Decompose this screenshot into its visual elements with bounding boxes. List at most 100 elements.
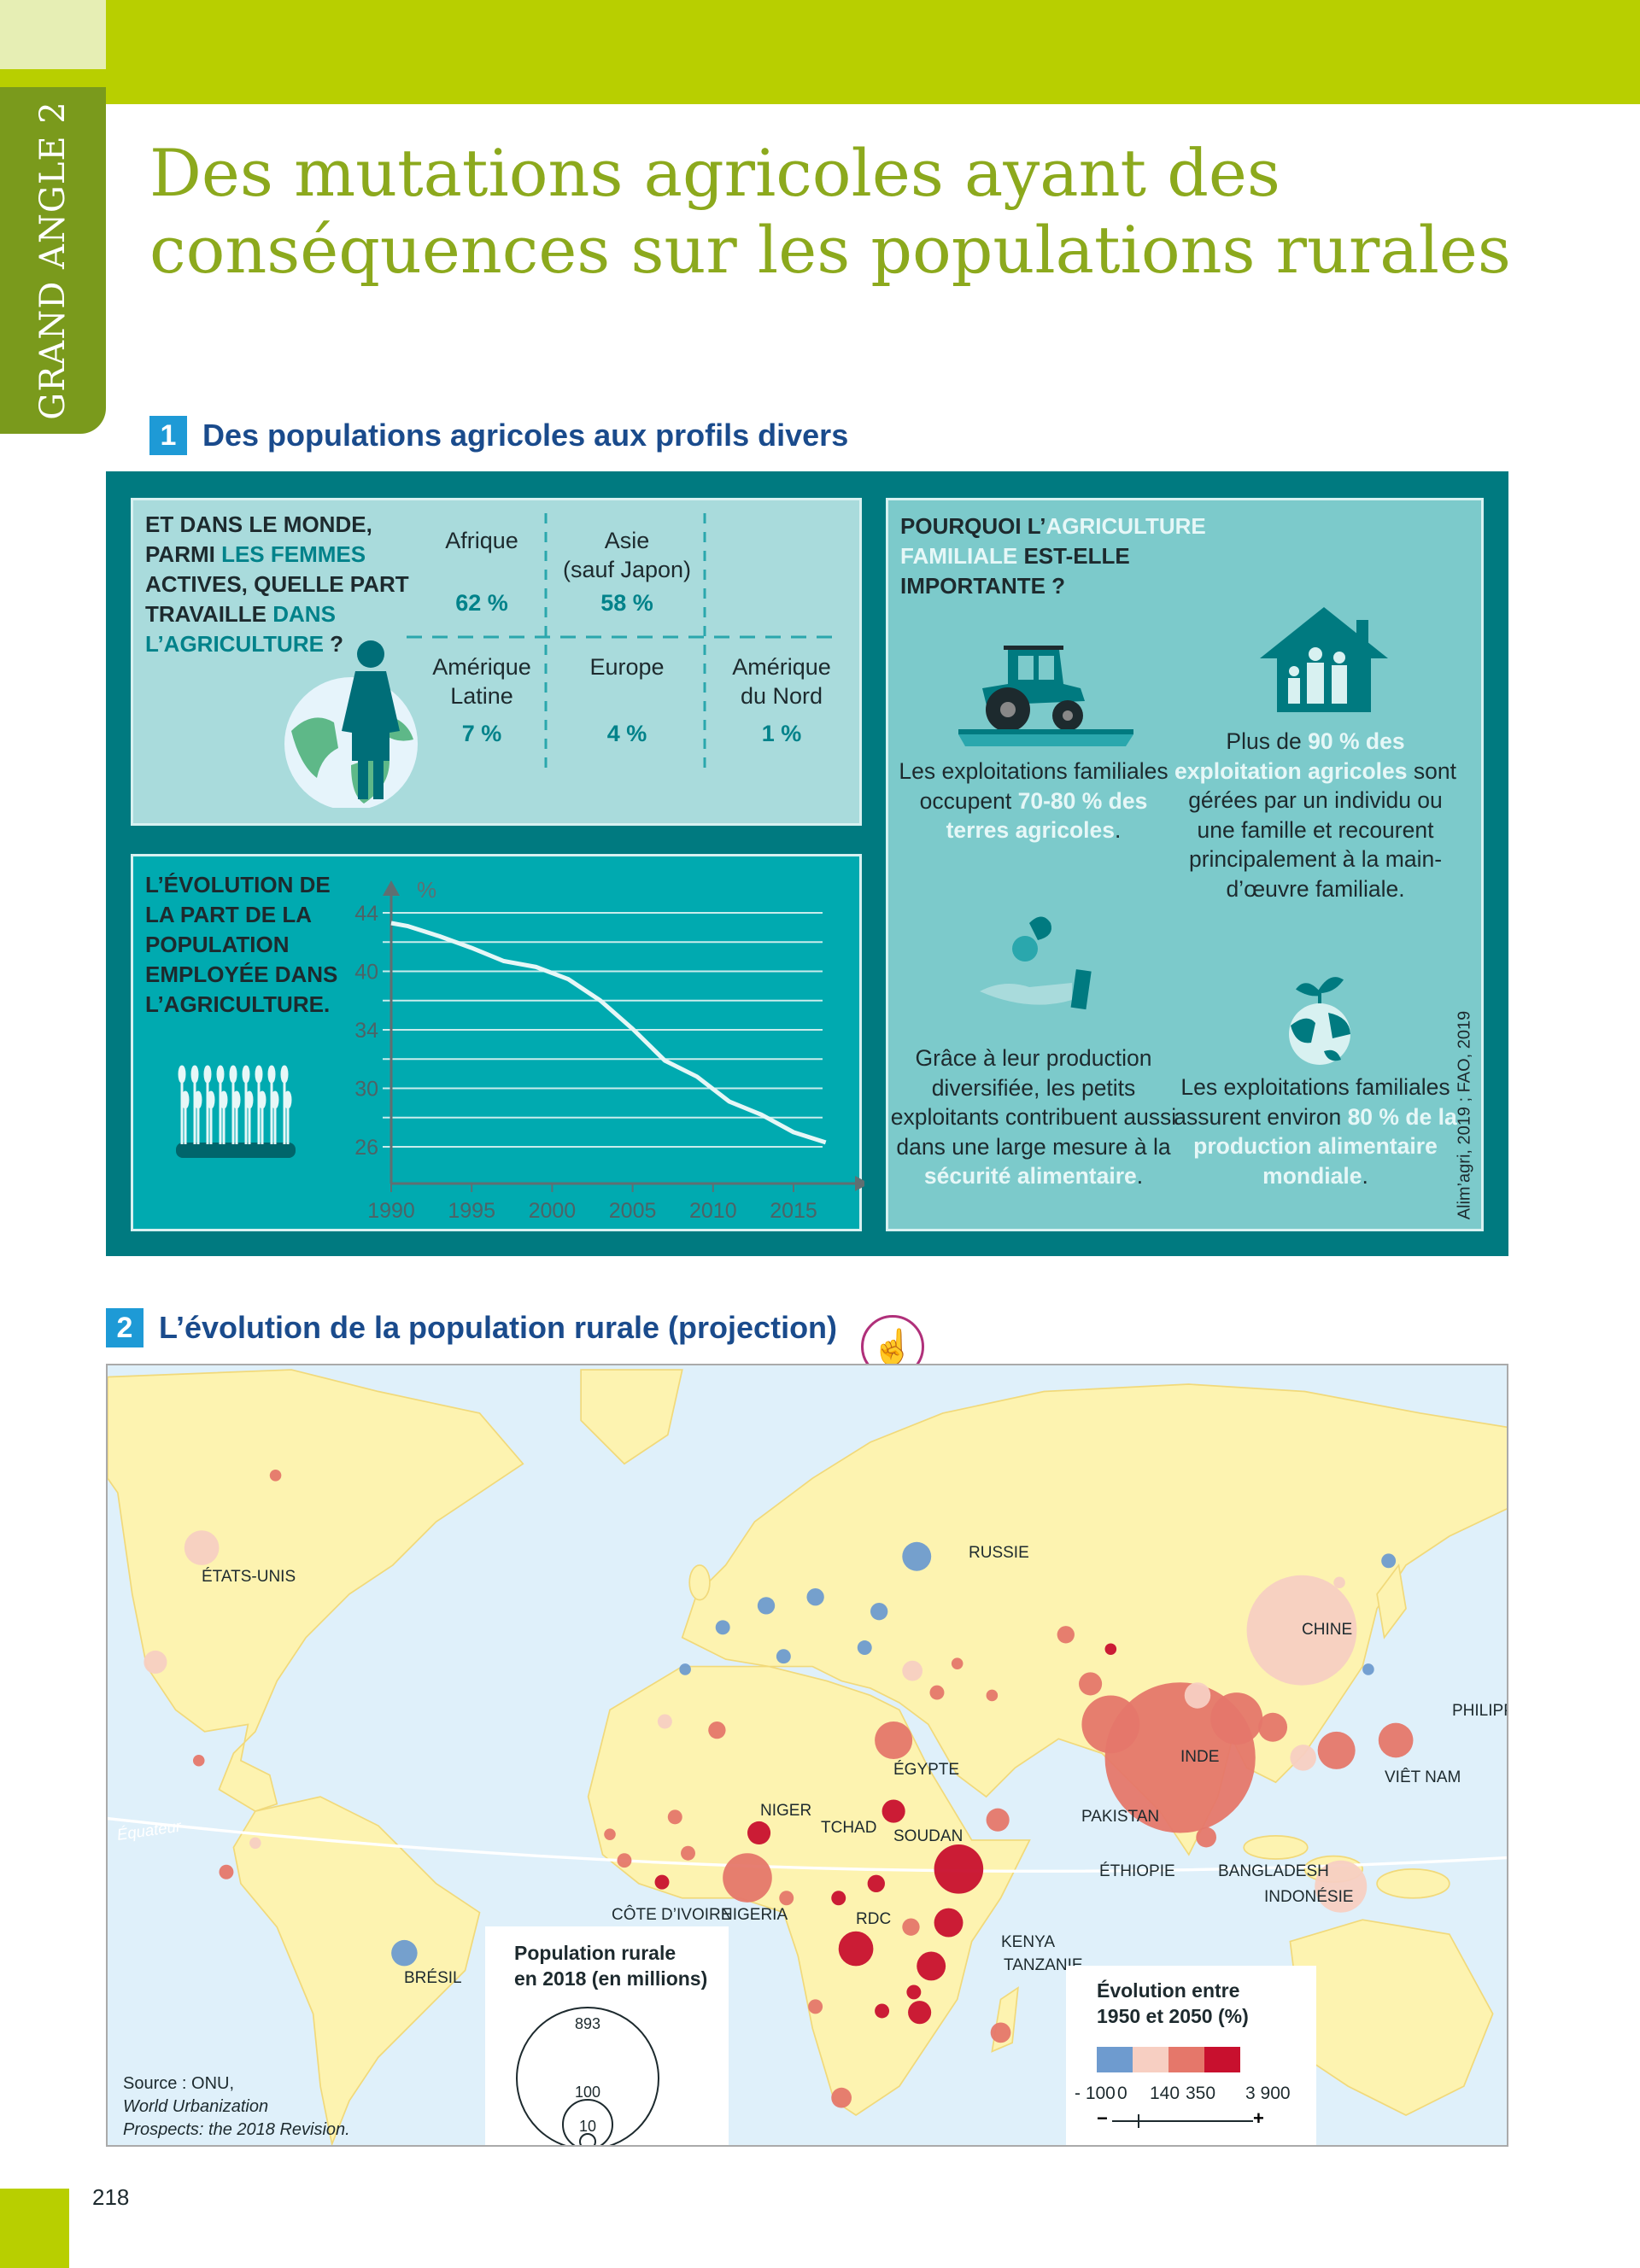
country-bubble[interactable]	[219, 1864, 234, 1879]
country-bubble[interactable]	[990, 2022, 1011, 2043]
country-label: CÔTE D’IVOIRE	[612, 1906, 732, 1924]
country-bubble[interactable]	[1079, 1672, 1103, 1696]
top-corner-square	[0, 0, 106, 69]
top-banner	[0, 0, 1640, 104]
country-bubble[interactable]	[867, 1874, 885, 1892]
country-bubble[interactable]	[870, 1602, 888, 1621]
country-bubble[interactable]	[779, 1891, 794, 1906]
country-bubble[interactable]	[882, 1799, 905, 1823]
great-britain	[688, 1564, 711, 1601]
country-bubble[interactable]	[986, 1689, 999, 1702]
country-bubble[interactable]	[902, 1660, 923, 1681]
region-value: 1 %	[761, 721, 802, 746]
country-bubble[interactable]	[391, 1939, 418, 1967]
country-bubble[interactable]	[1246, 1575, 1357, 1686]
world-map: Équateur ÉTATS-UNISRUSSIECHINEPHILIPPINE…	[106, 1364, 1508, 2147]
country-bubble[interactable]	[1210, 1692, 1263, 1745]
country-bubble[interactable]	[875, 2003, 890, 2019]
country-bubble[interactable]	[184, 1530, 220, 1565]
country-bubble[interactable]	[681, 1845, 695, 1861]
country-bubble[interactable]	[934, 1844, 984, 1894]
country-bubble[interactable]	[617, 1853, 632, 1868]
country-label: BRÉSIL	[404, 1969, 462, 1987]
country-bubble[interactable]	[806, 1588, 824, 1606]
country-bubble[interactable]	[917, 1951, 946, 1981]
country-bubble[interactable]	[875, 1721, 913, 1760]
country-bubble[interactable]	[808, 1999, 823, 2014]
country-bubble[interactable]	[1333, 1576, 1345, 1589]
country-bubble[interactable]	[715, 1620, 730, 1635]
hand-radish-icon	[980, 916, 1092, 1010]
infographic-panel: ET DANS LE MONDE, PARMI LES FEMMES ACTIV…	[106, 471, 1508, 1256]
country-bubble[interactable]	[776, 1649, 791, 1664]
country-bubble[interactable]	[269, 1470, 282, 1482]
source-line: World Urbanization	[123, 2097, 269, 2116]
country-bubble[interactable]	[908, 2001, 932, 2025]
country-bubble[interactable]	[1381, 1553, 1397, 1569]
country-label: INDE	[1180, 1748, 1220, 1766]
section-1-heading: 1 Des populations agricoles aux profils …	[149, 416, 848, 455]
country-bubble[interactable]	[1057, 1626, 1075, 1644]
y-tick-label: 40	[354, 961, 378, 985]
australia	[1289, 1919, 1494, 2116]
country-label: RDC	[856, 1910, 892, 1928]
country-bubble[interactable]	[1081, 1695, 1140, 1754]
size-893: 893	[575, 2015, 600, 2032]
country-bubble[interactable]	[679, 1663, 691, 1675]
country-bubble[interactable]	[249, 1837, 261, 1850]
country-bubble[interactable]	[604, 1828, 616, 1840]
country-bubble[interactable]	[708, 1721, 726, 1739]
country-bubble[interactable]	[1290, 1745, 1316, 1771]
color-legend-subtitle: 1950 et 2050 (%)	[1097, 2005, 1249, 2027]
country-bubble[interactable]	[747, 1821, 771, 1845]
women-agriculture-box: ET DANS LE MONDE, PARMI LES FEMMES ACTIV…	[131, 498, 862, 826]
footer-square	[0, 2189, 69, 2268]
country-bubble[interactable]	[986, 1808, 1010, 1832]
region-value: 4 %	[606, 721, 647, 746]
country-bubble[interactable]	[1317, 1731, 1356, 1769]
wheat-field-icon	[176, 1065, 296, 1158]
direction-arrow: − +	[1097, 2107, 1264, 2130]
plus-sign: +	[1253, 2107, 1264, 2129]
country-bubble[interactable]	[1258, 1712, 1288, 1742]
country-bubble[interactable]	[857, 1640, 872, 1656]
legend-break: 0	[1117, 2084, 1128, 2103]
country-bubble[interactable]	[144, 1650, 167, 1675]
color-legend: Évolution entre 1950 et 2050 (%) - 100 0 1…	[1066, 1966, 1316, 2145]
country-bubble[interactable]	[654, 1874, 670, 1890]
country-bubble[interactable]	[838, 1931, 874, 1967]
page-number: 218	[92, 2184, 130, 2210]
country-bubble[interactable]	[951, 1657, 964, 1669]
size-legend-subtitle: en 2018 (en millions)	[514, 1967, 708, 1990]
region-name: Amérique Latine	[432, 654, 531, 709]
y-tick-label: 34	[354, 1019, 378, 1043]
country-bubble[interactable]	[902, 1541, 932, 1571]
legend-break: - 100	[1075, 2084, 1116, 2103]
family-farming-box: POURQUOI L’AGRICULTURE FAMILIALE EST-ELL…	[886, 498, 1484, 1231]
country-bubble[interactable]	[831, 1891, 846, 1906]
source-line: Prospects: the 2018 Revision.	[123, 2120, 350, 2139]
country-bubble[interactable]	[934, 1908, 964, 1938]
country-bubble[interactable]	[906, 1984, 922, 2000]
x-tick-label: 2010	[689, 1199, 737, 1223]
country-bubble[interactable]	[1196, 1827, 1217, 1848]
country-bubble[interactable]	[1315, 1860, 1368, 1913]
x-tick-label: 2015	[770, 1199, 817, 1223]
country-bubble[interactable]	[929, 1685, 945, 1700]
country-bubble[interactable]	[1184, 1682, 1211, 1709]
country-bubble[interactable]	[657, 1714, 672, 1729]
country-bubble[interactable]	[757, 1597, 776, 1615]
country-bubble[interactable]	[667, 1809, 682, 1825]
country-bubble[interactable]	[192, 1754, 205, 1767]
country-bubble[interactable]	[1104, 1643, 1117, 1656]
north-america	[108, 1369, 524, 1812]
country-bubble[interactable]	[1362, 1663, 1374, 1675]
country-label: PHILIPPINES	[1452, 1702, 1507, 1720]
size-10: 10	[579, 2118, 596, 2135]
country-bubble[interactable]	[1378, 1722, 1414, 1758]
region-value: 7 %	[461, 721, 502, 746]
country-bubble[interactable]	[723, 1853, 772, 1903]
country-bubble[interactable]	[831, 2087, 852, 2108]
country-bubble[interactable]	[902, 1918, 920, 1936]
country-label: VIÊT NAM	[1385, 1768, 1461, 1786]
